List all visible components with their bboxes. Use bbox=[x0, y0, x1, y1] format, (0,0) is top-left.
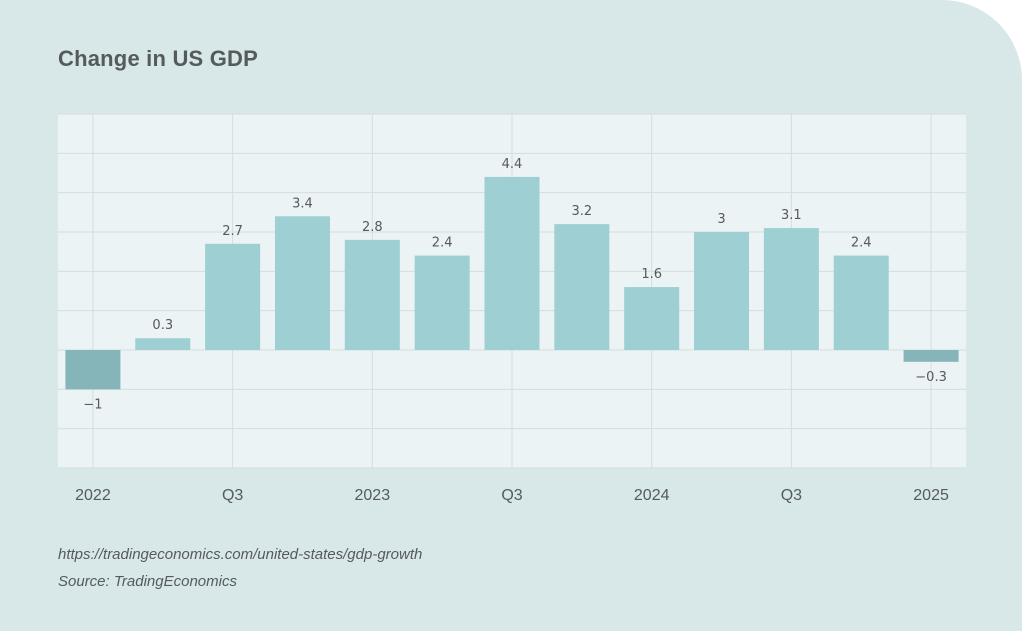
bar bbox=[275, 216, 330, 350]
bar bbox=[345, 240, 400, 350]
chart-card: Change in US GDP −1 0.3 2.7 3.4 2.8 2.4 4.4 3.2… bbox=[0, 0, 1022, 631]
bar bbox=[65, 350, 120, 389]
bar-value-label: 2.4 bbox=[851, 236, 872, 251]
bar-value-label: 3.4 bbox=[292, 196, 313, 211]
bar-value-label: −1 bbox=[83, 397, 102, 412]
bar bbox=[624, 287, 679, 350]
bar bbox=[764, 228, 819, 350]
bar-value-label: 3 bbox=[717, 212, 725, 227]
x-tick-label: 2023 bbox=[355, 487, 391, 504]
bar-value-label: 3.1 bbox=[781, 208, 802, 223]
bar bbox=[485, 177, 540, 350]
bar bbox=[904, 350, 959, 362]
bar-value-label: 0.3 bbox=[152, 318, 173, 333]
bar-value-label: 3.2 bbox=[572, 204, 593, 219]
source-url[interactable]: https://tradingeconomics.com/united-stat… bbox=[58, 546, 422, 563]
bar bbox=[205, 244, 260, 350]
x-tick-label: Q3 bbox=[222, 487, 243, 504]
source-credit: Source: TradingEconomics bbox=[58, 573, 237, 590]
bar-value-label: 2.8 bbox=[362, 220, 383, 235]
bar bbox=[834, 256, 889, 350]
x-tick-label: Q3 bbox=[501, 487, 522, 504]
bar-value-label: −0.3 bbox=[915, 370, 947, 385]
x-tick-label: 2024 bbox=[634, 487, 670, 504]
gdp-bar-chart: −1 0.3 2.7 3.4 2.8 2.4 4.4 3.2 1.6 3 3.1 2.4 −0.3 202… bbox=[0, 0, 1022, 631]
bar-value-label: 1.6 bbox=[641, 267, 662, 282]
bar-value-label: 2.4 bbox=[432, 236, 453, 251]
bar-value-label: 4.4 bbox=[502, 157, 523, 172]
bar bbox=[415, 256, 470, 350]
x-tick-label: Q3 bbox=[781, 487, 802, 504]
x-tick-label: 2022 bbox=[75, 487, 111, 504]
bar bbox=[554, 224, 609, 350]
bar bbox=[135, 338, 190, 350]
bar-value-label: 2.7 bbox=[222, 224, 243, 239]
bar bbox=[694, 232, 749, 350]
x-tick-label: 2025 bbox=[913, 487, 949, 504]
